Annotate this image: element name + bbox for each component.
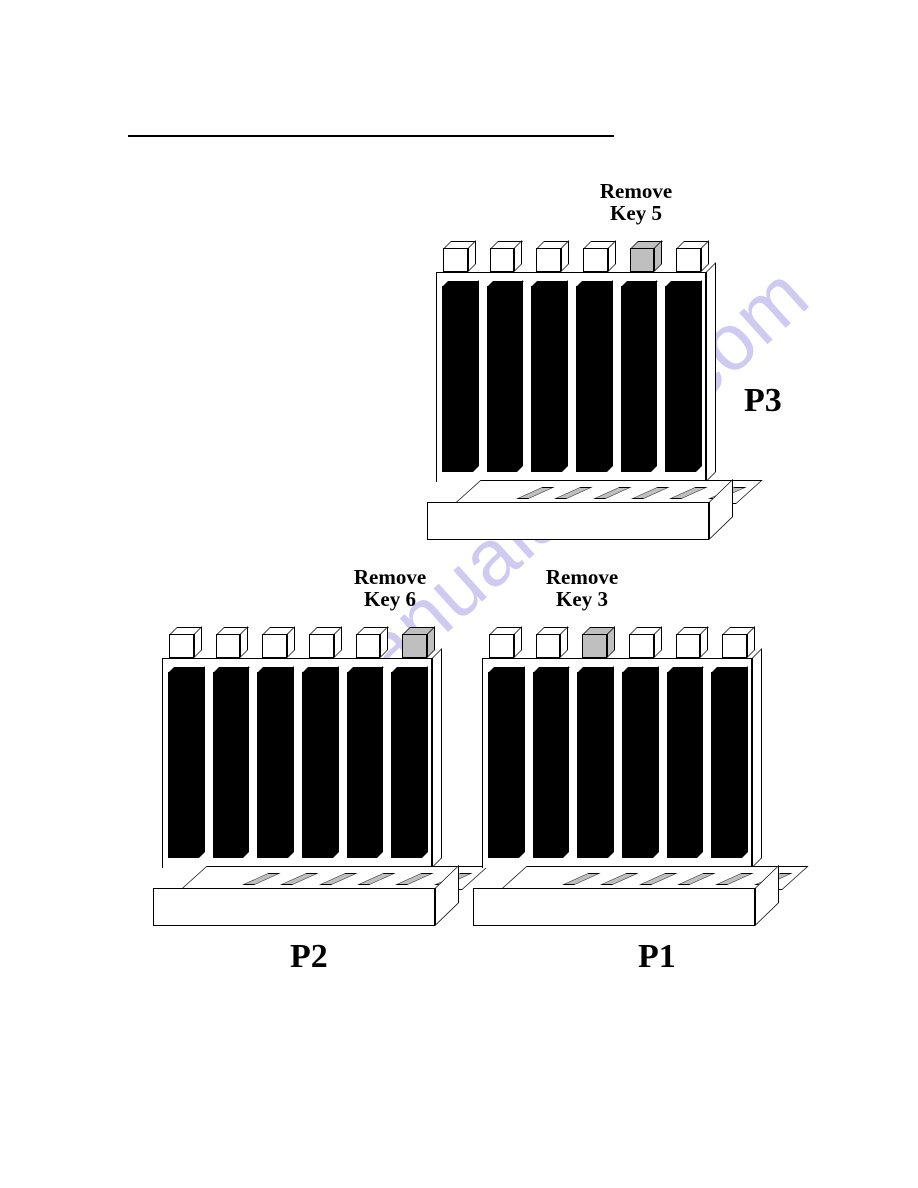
key-5-removed: [623, 232, 670, 272]
base-pin: [554, 487, 593, 499]
remove-label-line1: Remove: [600, 179, 672, 203]
base-pin: [357, 873, 396, 885]
keys-row: [436, 232, 716, 272]
remove-label-line1: Remove: [546, 565, 618, 589]
key-1: [482, 618, 529, 658]
section-rule: [128, 135, 614, 137]
slots-row: [168, 666, 428, 858]
base-pin: [395, 873, 434, 885]
slot-5: [347, 666, 384, 858]
p-label-p1: P1: [638, 938, 676, 976]
slot-4: [622, 666, 659, 858]
base-pin: [593, 487, 632, 499]
connector-base: [152, 866, 462, 926]
slot-6: [665, 280, 702, 472]
key-2: [483, 232, 530, 272]
connector-base: [472, 866, 782, 926]
key-4: [576, 232, 623, 272]
keys-row: [482, 618, 762, 658]
base-pin: [669, 487, 708, 499]
connector-p2: Remove Key 6: [162, 618, 442, 928]
remove-label-line2: Key 5: [610, 201, 662, 225]
remove-label-line1: Remove: [354, 565, 426, 589]
connector-body: [436, 272, 716, 482]
slot-2: [487, 280, 524, 472]
key-5: [669, 618, 716, 658]
base-pin: [516, 487, 555, 499]
slot-4: [576, 280, 613, 472]
connector-base: [426, 480, 736, 540]
base-pin: [242, 873, 281, 885]
base-pin: [639, 873, 678, 885]
slot-6: [711, 666, 748, 858]
remove-label-line2: Key 3: [556, 587, 608, 611]
remove-key-label-p3: Remove Key 5: [496, 180, 776, 224]
key-1: [436, 232, 483, 272]
key-6-removed: [395, 618, 442, 658]
base-pin: [677, 873, 716, 885]
connector-p3: Remove Key 5: [436, 232, 716, 542]
slots-row: [442, 280, 702, 472]
base-pin: [280, 873, 319, 885]
base-pin: [562, 873, 601, 885]
remove-key-label-p1: Remove Key 3: [442, 566, 722, 610]
slot-1: [488, 666, 525, 858]
slot-6: [391, 666, 428, 858]
base-pin: [600, 873, 639, 885]
slot-3: [257, 666, 294, 858]
base-pin: [715, 873, 754, 885]
key-6: [715, 618, 762, 658]
remove-label-line2: Key 6: [364, 587, 416, 611]
connector-body: [162, 658, 442, 868]
base-pin: [319, 873, 358, 885]
connector-diagram: Remove Key 5: [120, 180, 800, 950]
page: manualshive.com Remove Key 5: [0, 0, 918, 1188]
slot-3: [577, 666, 614, 858]
p-label-p2: P2: [290, 938, 328, 976]
key-6: [669, 232, 716, 272]
slot-2: [533, 666, 570, 858]
slot-3: [531, 280, 568, 472]
key-4: [302, 618, 349, 658]
slot-2: [213, 666, 250, 858]
slot-4: [302, 666, 339, 858]
slot-5: [621, 280, 658, 472]
connector-body: [482, 658, 762, 868]
key-2: [529, 618, 576, 658]
slot-1: [168, 666, 205, 858]
base-pin: [631, 487, 670, 499]
p-label-p3: P3: [744, 382, 782, 420]
key-3-removed: [575, 618, 622, 658]
key-3: [255, 618, 302, 658]
key-3: [529, 232, 576, 272]
connector-p1: Remove Key 3: [482, 618, 762, 928]
slot-1: [442, 280, 479, 472]
key-5: [349, 618, 396, 658]
keys-row: [162, 618, 442, 658]
key-4: [622, 618, 669, 658]
key-2: [209, 618, 256, 658]
key-1: [162, 618, 209, 658]
slot-5: [667, 666, 704, 858]
slots-row: [488, 666, 748, 858]
